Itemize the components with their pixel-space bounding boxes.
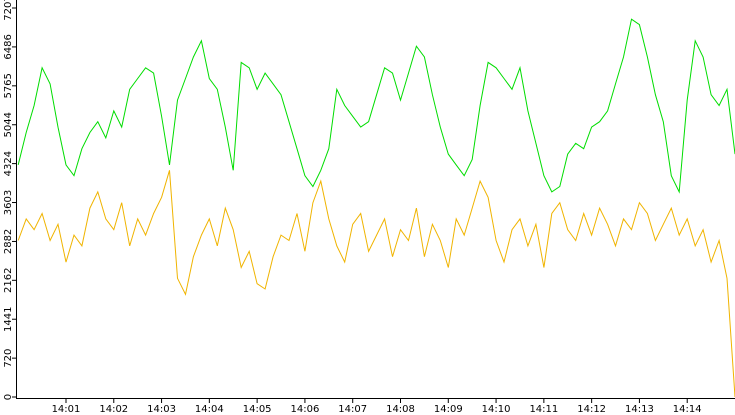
- y-tick-label: 5044: [3, 112, 14, 137]
- y-tick-label: 5765: [3, 73, 14, 98]
- x-tick-label: 14:10: [482, 404, 511, 415]
- y-tick-label: 1441: [3, 306, 14, 331]
- y-tick-label: 6486: [3, 34, 14, 59]
- x-tick-label: 14:02: [99, 404, 128, 415]
- y-tick-label: 2162: [3, 268, 14, 293]
- series-line: [17, 18, 735, 194]
- y-tick-label: 7207: [3, 0, 14, 21]
- x-tick-label: 14:11: [529, 404, 558, 415]
- x-tick-label: 14:13: [625, 404, 654, 415]
- x-tick-label: 14:07: [338, 404, 367, 415]
- x-tick-label: 14:08: [386, 404, 415, 415]
- x-tick-label: 14:01: [52, 404, 81, 415]
- x-tick-label: 14:14: [673, 404, 702, 415]
- x-tick-label: 14:12: [577, 404, 606, 415]
- y-tick-label: 3603: [3, 190, 14, 215]
- x-tick-label: 14:06: [291, 404, 320, 415]
- y-tick-label: 720: [3, 349, 14, 368]
- y-tick-label: 2882: [3, 229, 14, 254]
- x-tick-label: 14:09: [434, 404, 463, 415]
- x-tick-label: 14:04: [195, 404, 224, 415]
- x-tick-label: 14:03: [147, 404, 176, 415]
- x-tick-label: 14:05: [243, 404, 272, 415]
- y-tick-label: 0: [3, 394, 14, 400]
- y-tick-label: 4324: [3, 151, 14, 176]
- series-line: [17, 170, 735, 398]
